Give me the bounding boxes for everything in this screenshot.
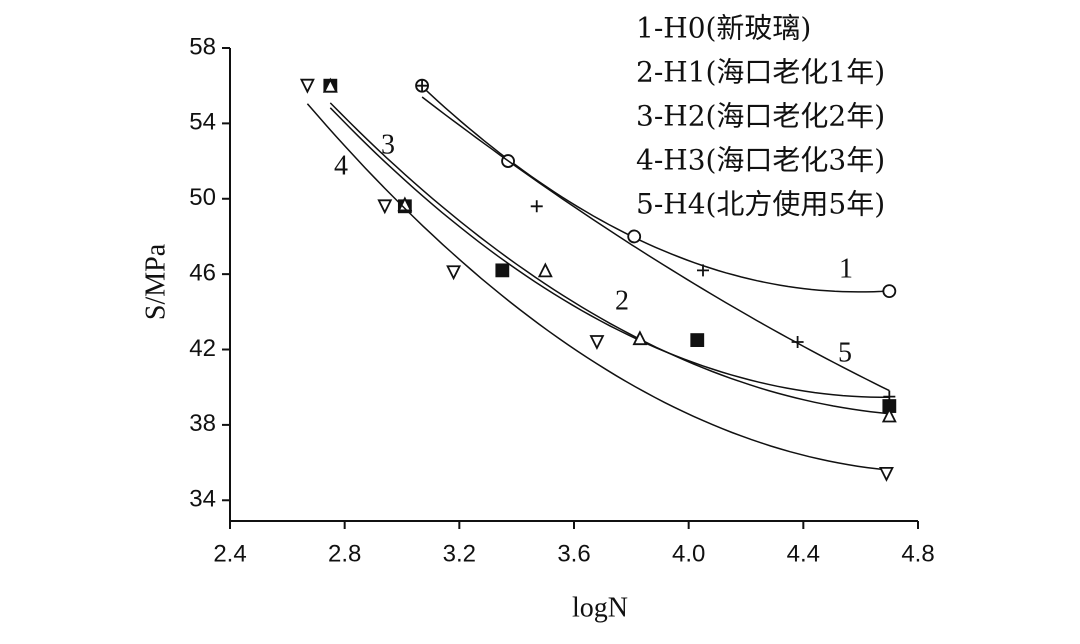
y-tick-label: 38	[189, 410, 216, 437]
trend-curve	[421, 96, 890, 392]
marker-circle	[627, 229, 642, 244]
y-tick-label: 34	[189, 486, 216, 513]
y-tick-label: 54	[189, 109, 216, 136]
marker-triangle-down	[446, 265, 462, 281]
y-tick-label: 46	[189, 259, 216, 286]
x-tick-label: 4.4	[787, 540, 820, 567]
marker-triangle-down	[589, 335, 605, 350]
x-tick-label: 4.0	[672, 540, 705, 567]
marker-plus	[697, 264, 709, 277]
x-tick-label: 3.6	[557, 540, 590, 567]
curve-label: 1	[839, 253, 853, 284]
legend-label: 4-H3(海口老化3年)	[636, 144, 885, 177]
marker-plus	[530, 200, 543, 213]
marker-triangle	[632, 330, 648, 346]
legend-label: 3-H2(海口老化2年)	[636, 100, 885, 133]
curve-label: 5	[838, 337, 852, 368]
x-tick-label: 3.2	[443, 540, 476, 567]
legend-label: 5-H4(北方使用5年)	[636, 188, 885, 221]
marker-circle	[882, 284, 897, 298]
marker-triangle	[322, 77, 338, 93]
x-tick-label: 2.4	[213, 540, 246, 567]
y-tick-label: 42	[189, 335, 216, 362]
curve-label: 3	[381, 129, 395, 160]
legend-label: 1-H0(新玻璃)	[636, 12, 811, 45]
marker-square	[495, 263, 510, 278]
marker-triangle	[537, 262, 553, 278]
y-tick-label: 58	[189, 33, 216, 60]
x-tick-label: 2.8	[328, 540, 361, 567]
marker-triangle-down	[299, 78, 315, 94]
marker-triangle-down	[377, 199, 393, 215]
marker-plus	[791, 335, 804, 348]
marker-plus	[416, 79, 429, 92]
legend-label: 2-H1(海口老化1年)	[636, 56, 885, 89]
trend-curve	[329, 107, 890, 399]
trend-curve	[329, 102, 890, 415]
marker-triangle-down	[879, 466, 894, 482]
marker-plus	[883, 390, 896, 403]
marker-triangle	[881, 407, 897, 423]
marker-square	[690, 333, 705, 347]
curve-label: 2	[615, 285, 629, 316]
trend-curve	[306, 103, 887, 471]
trend-curve	[421, 85, 890, 293]
y-tick-label: 50	[189, 184, 216, 211]
x-axis-label: logN	[572, 592, 628, 623]
x-tick-label: 4.8	[901, 540, 934, 567]
y-axis-label: S/MPa	[140, 243, 171, 320]
curve-label: 4	[334, 150, 348, 181]
